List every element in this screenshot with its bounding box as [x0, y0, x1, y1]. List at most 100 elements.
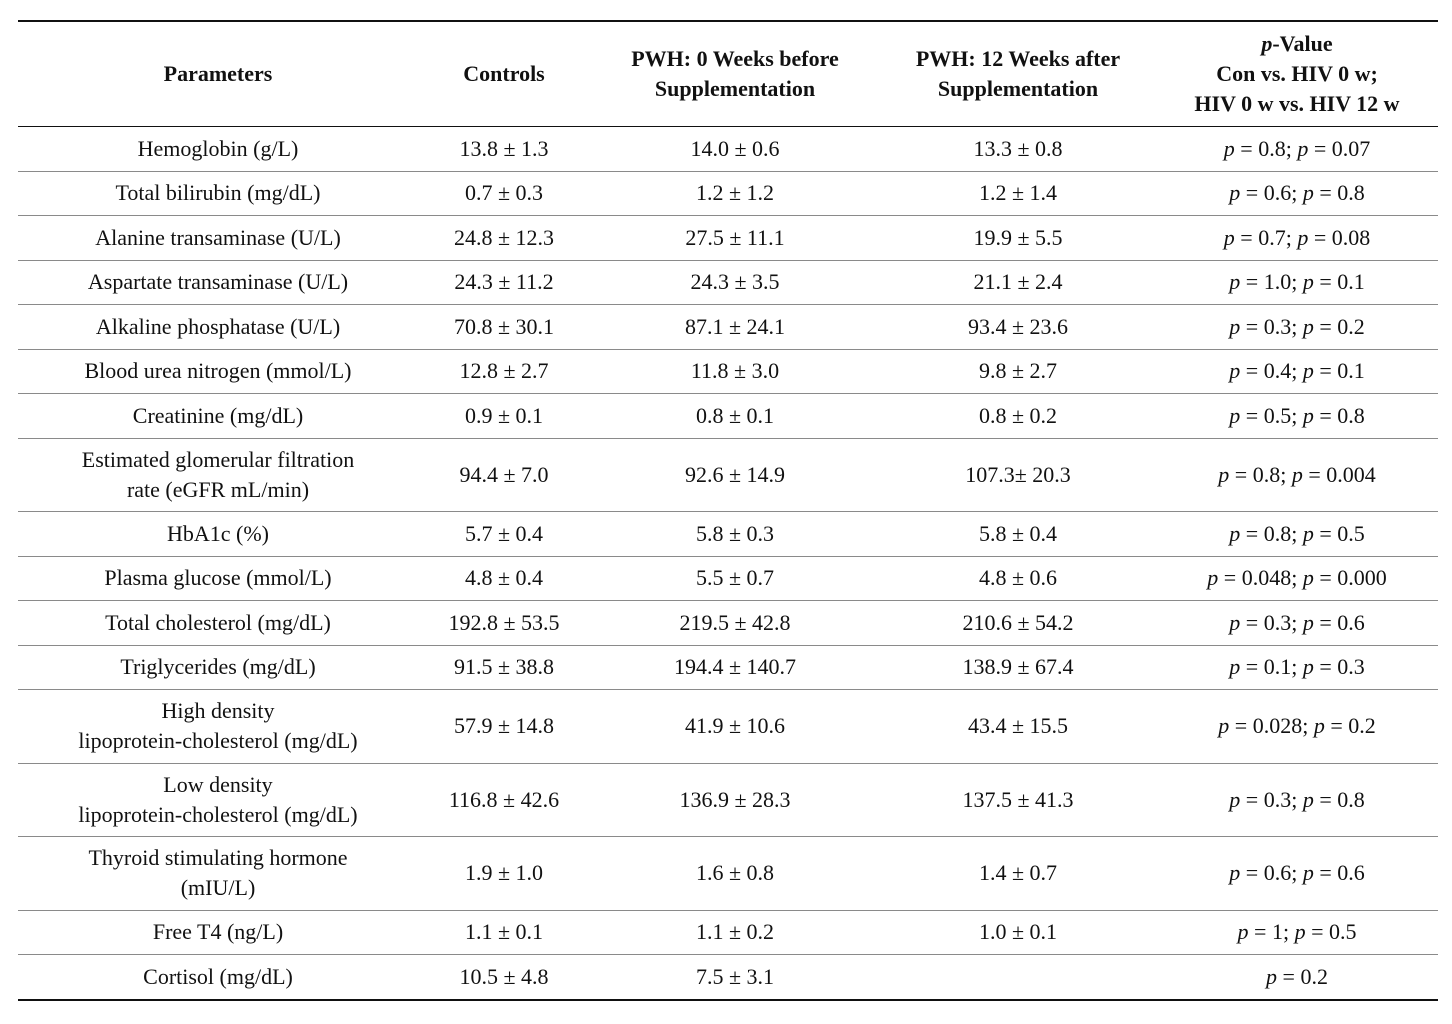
p-value-con-vs-hiv-0w: 0.8	[1252, 461, 1281, 487]
parameter-name-line: Free T4 (ng/L)	[152, 919, 284, 945]
cell-pwh-12-weeks: 1.0 ± 0.1	[978, 919, 1058, 945]
header-pwh-0-weeks: PWH: 0 Weeks before Supplementation	[590, 21, 880, 127]
parameter-name-line: HbA1c (%)	[166, 520, 270, 546]
cell-pwh-12-weeks: 0.8 ± 0.2	[978, 402, 1058, 428]
cell-p-value: p = 0.2	[1266, 963, 1328, 989]
cell-pwh-12-weeks: 137.5 ± 41.3	[962, 786, 1074, 812]
parameter-name-line: Plasma glucose (mmol/L)	[104, 565, 332, 591]
p-value-hiv-0w-vs-12w: 0.6	[1337, 860, 1365, 886]
table-row: Blood urea nitrogen (mmol/L) 12.8 ± 2.7 11…	[18, 349, 1438, 394]
cell-parameter: Total cholesterol (mg/dL)	[18, 601, 418, 646]
cell-p-value: p = 0.4; p = 0.1	[1229, 358, 1365, 384]
cell-controls: 57.9 ± 14.8	[453, 713, 555, 739]
cell-pwh-12-weeks: 93.4 ± 23.6	[967, 313, 1069, 339]
cell-pwh-12-weeks: 9.8 ± 2.7	[978, 358, 1058, 384]
cell-pwh-0-weeks: 11.8 ± 3.0	[690, 358, 780, 384]
table-header-row: Parameters Controls PWH: 0 Weeks before …	[18, 21, 1438, 127]
parameter-name-line: High density	[161, 698, 275, 724]
p-value-hiv-0w-vs-12w: 0.8	[1337, 786, 1365, 812]
cell-parameter: Creatinine (mg/dL)	[18, 394, 418, 439]
cell-pwh-0-weeks: 5.5 ± 0.7	[695, 565, 775, 591]
p-value-con-vs-hiv-0w: 0.2	[1300, 963, 1328, 989]
cell-parameter: Blood urea nitrogen (mmol/L)	[18, 349, 418, 394]
cell-pwh-12-weeks: 21.1 ± 2.4	[973, 269, 1063, 295]
cell-controls: 4.8 ± 0.4	[464, 565, 544, 591]
p-value-con-vs-hiv-0w: 0.3	[1263, 786, 1292, 812]
p-value-hiv-0w-vs-12w: 0.8	[1337, 402, 1365, 428]
table-row: High density lipoprotein-cholesterol (mg/…	[18, 690, 1438, 764]
cell-pwh-0-weeks: 1.2 ± 1.2	[695, 180, 775, 206]
cell-parameter: Plasma glucose (mmol/L)	[18, 556, 418, 601]
p-value-con-vs-hiv-0w: 1.0	[1263, 269, 1292, 295]
cell-pwh-0-weeks: 1.6 ± 0.8	[695, 860, 775, 886]
header-pwh-12-weeks: PWH: 12 Weeks after Supplementation	[880, 21, 1156, 127]
cell-parameter: Total bilirubin (mg/dL)	[18, 171, 418, 216]
header-pwh-0-line-2: Supplementation	[654, 76, 816, 101]
p-value-hiv-0w-vs-12w: 0.8	[1337, 180, 1365, 206]
table-body: Hemoglobin (g/L) 13.8 ± 1.3 14.0 ± 0.6 13.3…	[18, 127, 1438, 1000]
parameter-name-line: lipoprotein-cholesterol (mg/dL)	[78, 728, 358, 754]
cell-p-value: p = 1; p = 0.5	[1237, 919, 1357, 945]
parameter-name-line: Low density	[163, 771, 273, 797]
cell-controls: 0.7 ± 0.3	[464, 180, 544, 206]
p-value-con-vs-hiv-0w: 0.8	[1258, 135, 1286, 161]
cell-pwh-0-weeks: 0.8 ± 0.1	[695, 402, 775, 428]
cell-pwh-0-weeks: 5.8 ± 0.3	[695, 520, 775, 546]
cell-parameter: Cortisol (mg/dL)	[18, 955, 418, 1000]
header-p-value-line-2: Con vs. HIV 0 w;	[1216, 61, 1378, 86]
cell-pwh-12-weeks: 4.8 ± 0.6	[978, 565, 1058, 591]
header-parameters: Parameters	[163, 61, 273, 86]
cell-pwh-12-weeks: 43.4 ± 15.5	[967, 713, 1069, 739]
p-value-hiv-0w-vs-12w: 0.004	[1326, 461, 1376, 487]
p-value-hiv-0w-vs-12w: 0.1	[1337, 269, 1365, 295]
cell-controls: 1.1 ± 0.1	[464, 919, 544, 945]
cell-pwh-0-weeks: 7.5 ± 3.1	[695, 963, 775, 989]
table-row: Hemoglobin (g/L) 13.8 ± 1.3 14.0 ± 0.6 13.3…	[18, 127, 1438, 171]
cell-p-value: p = 0.1; p = 0.3	[1229, 654, 1365, 680]
cell-p-value: p = 0.3; p = 0.8	[1229, 786, 1365, 812]
table-row: HbA1c (%) 5.7 ± 0.4 5.8 ± 0.3 5.8 ± 0.4 p = …	[18, 512, 1438, 556]
parameter-name-line: Alanine transaminase (U/L)	[95, 224, 341, 250]
header-pwh-12-line-1: PWH: 12 Weeks after	[915, 46, 1121, 71]
cell-p-value: p = 0.3; p = 0.6	[1229, 609, 1365, 635]
cell-parameter: Estimated glomerular filtration rate (eGF…	[18, 438, 418, 512]
table-row: Plasma glucose (mmol/L) 4.8 ± 0.4 5.5 ± 0.…	[18, 556, 1438, 601]
cell-parameter: Aspartate transaminase (U/L)	[18, 260, 418, 305]
p-value-con-vs-hiv-0w: 1	[1271, 919, 1283, 945]
cell-controls: 24.8 ± 12.3	[453, 224, 555, 250]
parameter-name-line: Total cholesterol (mg/dL)	[105, 609, 331, 635]
cell-p-value: p = 1.0; p = 0.1	[1229, 269, 1365, 295]
cell-p-value: p = 0.6; p = 0.8	[1229, 180, 1365, 206]
cell-pwh-12-weeks: 1.2 ± 1.4	[978, 180, 1058, 206]
parameter-name-line: Hemoglobin (g/L)	[137, 135, 299, 161]
p-value-hiv-0w-vs-12w: 0.6	[1337, 609, 1365, 635]
table-row: Cortisol (mg/dL) 10.5 ± 4.8 7.5 ± 3.1 p = 0…	[18, 955, 1438, 1000]
cell-pwh-12-weeks: 13.3 ± 0.8	[973, 135, 1063, 161]
cell-p-value: p = 0.3; p = 0.2	[1229, 313, 1365, 339]
p-value-hiv-0w-vs-12w: 0.3	[1337, 654, 1365, 680]
p-value-con-vs-hiv-0w: 0.4	[1263, 358, 1292, 384]
table-container: Parameters Controls PWH: 0 Weeks before …	[18, 20, 1438, 1001]
cell-pwh-0-weeks: 219.5 ± 42.8	[679, 609, 791, 635]
cell-pwh-12-weeks: 138.9 ± 67.4	[962, 654, 1074, 680]
table-row: Alkaline phosphatase (U/L) 70.8 ± 30.1 87.…	[18, 305, 1438, 349]
parameter-name-line: Blood urea nitrogen (mmol/L)	[84, 358, 352, 384]
parameter-name-line: Cortisol (mg/dL)	[143, 963, 293, 989]
cell-pwh-0-weeks: 136.9 ± 28.3	[679, 786, 791, 812]
p-value-con-vs-hiv-0w: 0.028	[1252, 713, 1303, 739]
cell-pwh-12-weeks: 1.4 ± 0.7	[978, 860, 1058, 886]
cell-pwh-0-weeks: 27.5 ± 11.1	[685, 224, 785, 250]
cell-p-value: p = 0.8; p = 0.07	[1223, 135, 1371, 161]
table-row: Total bilirubin (mg/dL) 0.7 ± 0.3 1.2 ± 1.…	[18, 171, 1438, 216]
cell-parameter: High density lipoprotein-cholesterol (mg/…	[18, 690, 418, 764]
p-value-hiv-0w-vs-12w: 0.07	[1331, 135, 1371, 161]
p-value-con-vs-hiv-0w: 0.5	[1263, 402, 1292, 428]
table-row: Thyroid stimulating hormone (mIU/L) 1.9 ± …	[18, 837, 1438, 911]
p-value-hiv-0w-vs-12w: 0.1	[1337, 358, 1365, 384]
p-value-con-vs-hiv-0w: 0.7	[1258, 224, 1286, 250]
cell-controls: 13.8 ± 1.3	[459, 135, 549, 161]
cell-controls: 10.5 ± 4.8	[459, 963, 549, 989]
table-row: Low density lipoprotein-cholesterol (mg/d…	[18, 763, 1438, 837]
cell-parameter: Thyroid stimulating hormone (mIU/L)	[18, 837, 418, 911]
header-p-value: p-Value Con vs. HIV 0 w; HIV 0 w vs. HIV…	[1156, 21, 1438, 127]
